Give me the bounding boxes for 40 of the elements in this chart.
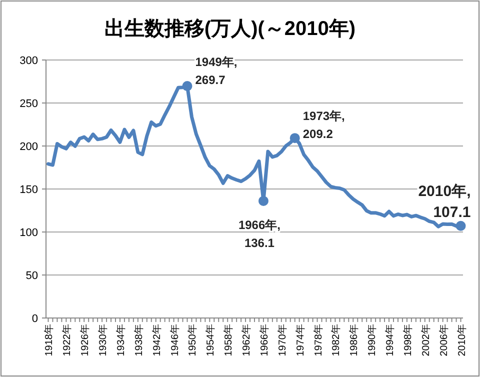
x-tick-label: 1950年 [186,324,199,356]
annotation: 1973年, 209.2 [302,109,345,142]
x-tick-label: 1970年 [276,324,288,356]
x-tick-label: 1998年 [402,324,414,356]
x-tick-label: 1946年 [168,324,181,356]
x-tick-label: 1978年 [312,324,324,356]
x-tick-label: 2002年 [420,324,432,356]
x-tick-label: 2010年 [456,324,468,356]
point [290,133,300,144]
point [456,220,466,231]
chart-title: 出生数推移(万人)(～2010年) [104,18,356,40]
x-tick-label: 1962年 [240,324,253,356]
x-tick-label: 1938年 [132,324,145,356]
x-tick-label: 1958年 [222,324,235,356]
y-tick-label: 100 [20,227,38,239]
x-tick-label: 1974年 [294,324,306,356]
x-tick-label: 1994年 [384,324,396,356]
annotation: 1949年, 269.7 [195,55,238,88]
x-tick-label: 1930年 [97,324,110,356]
x-tick-label: 1966年 [258,324,270,356]
y-tick-label: 250 [20,98,38,110]
point [182,81,192,92]
x-tick-label: 1918年 [43,324,56,356]
x-tick-label: 1942年 [150,324,163,356]
x-tick-label: 1990年 [366,324,378,356]
y-tick-label: 150 [20,184,38,196]
x-tick-label: 1954年 [204,324,217,356]
x-tick-label: 1982年 [330,324,342,356]
annotation: 1966年, 136.1 [238,218,280,250]
x-tick-label: 1922年 [61,324,74,356]
y-tick-label: 0 [32,313,38,325]
x-tick-label: 1986年 [348,324,360,356]
annotation: 2010年, 107.1 [418,182,471,221]
x-tick-label: 1934年 [114,324,127,356]
point [258,196,268,206]
y-tick-label: 200 [20,141,38,153]
y-tick-label: 300 [20,55,38,67]
x-tick-label: 2006年 [438,324,450,356]
x-tick-label: 1926年 [79,324,92,356]
y-tick-label: 50 [26,270,38,282]
